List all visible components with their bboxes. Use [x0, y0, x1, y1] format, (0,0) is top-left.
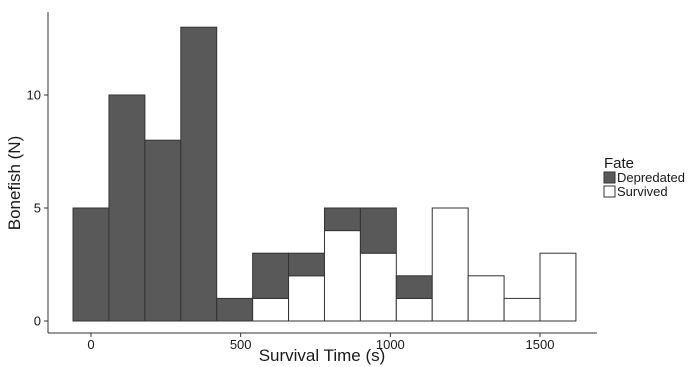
- axes-layer: [47, 12, 597, 334]
- y-axis-title: Bonefish (N): [5, 136, 24, 230]
- y-tick-label-0: 0: [34, 314, 41, 329]
- bar-depredated-0: [72, 207, 110, 322]
- bar-depredated-9: [395, 275, 433, 299]
- bar-depredated-2: [144, 139, 182, 322]
- legend: Fate Depredated Survived: [603, 155, 685, 199]
- bar-survived-5: [252, 297, 290, 322]
- bar-depredated-7: [323, 207, 361, 232]
- bar-depredated-6: [288, 252, 325, 277]
- bar-survived-6: [288, 275, 325, 322]
- y-tick-label-5: 5: [34, 201, 41, 216]
- bar-survived-8: [359, 252, 397, 322]
- y-tick-label-10: 10: [27, 88, 41, 103]
- bar-depredated-8: [359, 207, 397, 254]
- bar-survived-11: [467, 275, 505, 322]
- bar-depredated-1: [108, 94, 146, 322]
- bar-depredated-3: [180, 26, 218, 322]
- legend-swatch-depredated: [603, 171, 616, 184]
- legend-label-depredated: Depredated: [617, 170, 685, 185]
- bar-depredated-4: [216, 297, 254, 322]
- bar-depredated-5: [252, 252, 290, 299]
- bar-survived-10: [431, 207, 469, 322]
- x-tick-label-1500: 1500: [526, 337, 555, 352]
- bar-survived-12: [503, 297, 541, 322]
- ticks-layer: 0 500 1000 1500 0 5 10: [27, 88, 555, 353]
- x-axis-title: Survival Time (s): [259, 346, 386, 365]
- legend-swatch-survived: [603, 185, 616, 198]
- bar-survived-7: [323, 230, 361, 322]
- x-tick-label-1000: 1000: [376, 337, 405, 352]
- legend-label-survived: Survived: [617, 184, 668, 199]
- legend-title: Fate: [604, 155, 634, 172]
- bars-layer: [72, 26, 577, 322]
- x-tick-label-0: 0: [87, 337, 94, 352]
- bar-survived-9: [395, 297, 433, 322]
- x-tick-label-500: 500: [230, 337, 252, 352]
- bar-survived-13: [539, 252, 577, 322]
